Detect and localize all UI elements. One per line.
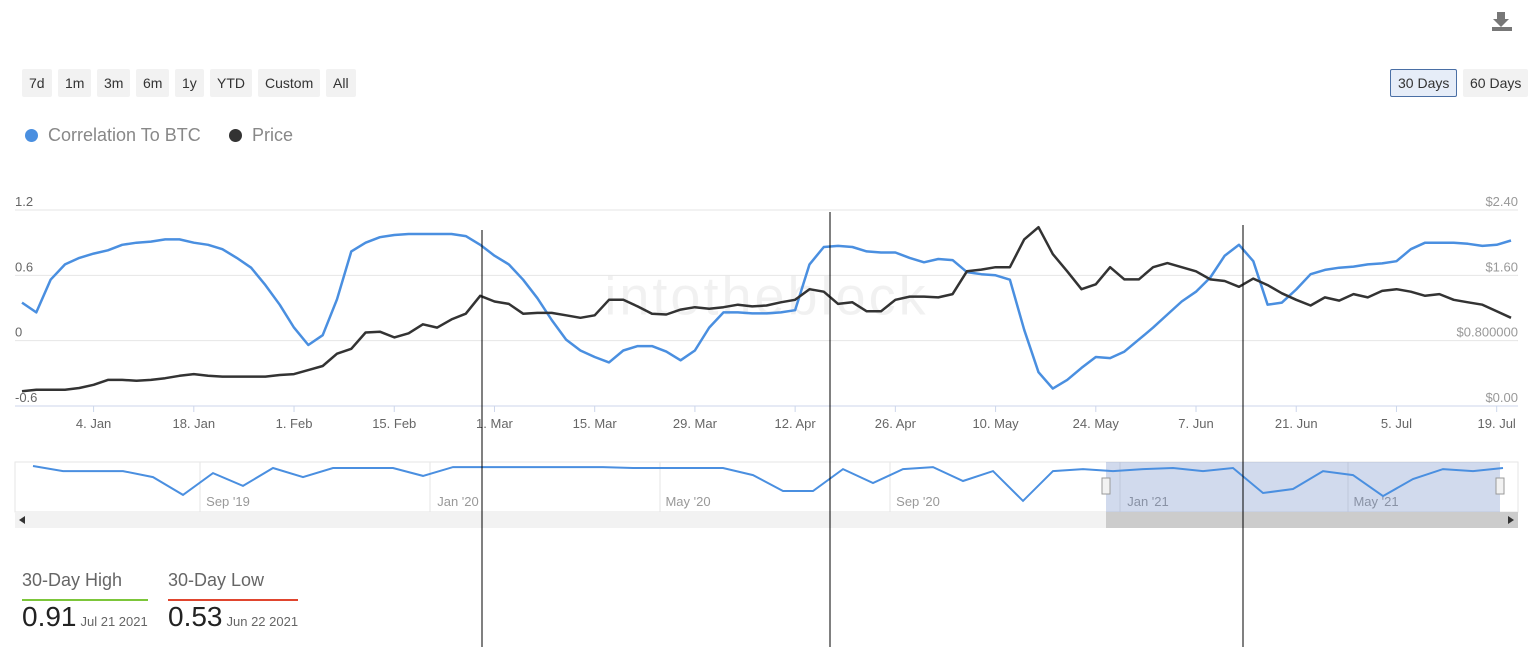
range-button[interactable]: 1m (58, 69, 92, 97)
x-tick-label: 4. Jan (76, 416, 111, 431)
y-tick-label: -0.6 (15, 390, 37, 405)
navigator-selection (1106, 462, 1500, 512)
watermark: intotheblock (604, 266, 928, 326)
stat-date: Jun 22 2021 (226, 614, 299, 629)
range-button[interactable]: 3m (97, 69, 131, 97)
download-icon-part (1493, 19, 1509, 27)
y2-tick-label: $2.40 (1485, 194, 1518, 209)
navigator-label: Jan '21 (1127, 494, 1169, 509)
x-tick-label: 21. Jun (1275, 416, 1318, 431)
download-icon-part (1497, 12, 1505, 20)
y-tick-label: 0 (15, 325, 22, 340)
download-icon[interactable] (1492, 12, 1512, 31)
period-button[interactable]: 30 Days (1390, 69, 1458, 97)
navigator-label: Sep '20 (896, 494, 940, 509)
y2-tick-label: $0.800000 (1457, 325, 1518, 340)
navigator-label: May '20 (665, 494, 710, 509)
period-button[interactable]: 60 Days (1463, 69, 1529, 97)
range-button[interactable]: 7d (22, 69, 52, 97)
legend-label: Price (252, 125, 294, 145)
navigator-label: May '21 (1353, 494, 1398, 509)
x-tick-label: 19. Jul (1478, 416, 1516, 431)
stat-value: 0.53 (168, 601, 223, 632)
range-button[interactable]: All (326, 69, 356, 97)
x-tick-label: 18. Jan (172, 416, 215, 431)
download-icon-part (1492, 27, 1512, 31)
navigator-label: Jan '20 (437, 494, 479, 509)
y2-tick-label: $1.60 (1485, 259, 1518, 274)
stat-label: 30-Day High (22, 570, 148, 601)
stat-date: Jul 21 2021 (80, 614, 148, 629)
legend-marker (25, 129, 38, 142)
y2-tick-label: $0.00 (1485, 390, 1518, 405)
x-tick-label: 12. Apr (775, 416, 817, 431)
navigator-handle[interactable] (1495, 477, 1505, 495)
legend-marker (229, 129, 242, 142)
navigator-handle[interactable] (1101, 477, 1111, 495)
range-button[interactable]: Custom (258, 69, 321, 97)
legend-item[interactable]: Price (229, 125, 293, 146)
x-tick-label: 1. Mar (476, 416, 514, 431)
series-line (21, 232, 1512, 390)
y-tick-label: 0.6 (15, 259, 33, 274)
y-tick-label: 1.2 (15, 194, 33, 209)
stat-block: 30-Day Low 0.53 Jun 22 2021 (168, 570, 298, 633)
range-button[interactable]: 6m (136, 69, 170, 97)
x-tick-label: 29. Mar (673, 416, 718, 431)
navigator-label: Sep '19 (206, 494, 250, 509)
x-tick-label: 15. Mar (573, 416, 618, 431)
series-line (21, 225, 1512, 393)
scrollbar-arrow[interactable] (19, 516, 25, 524)
scrollbar-thumb[interactable] (1106, 512, 1518, 528)
x-tick-label: 1. Feb (276, 416, 313, 431)
navigator-line (32, 465, 1504, 503)
stat-value: 0.91 (22, 601, 77, 632)
x-tick-label: 5. Jul (1381, 416, 1412, 431)
stat-block: 30-Day High 0.91 Jul 21 2021 (22, 570, 148, 633)
scrollbar-arrow[interactable] (1508, 516, 1514, 524)
x-tick-label: 7. Jun (1178, 416, 1213, 431)
range-button[interactable]: 1y (175, 69, 204, 97)
stat-label: 30-Day Low (168, 570, 298, 601)
x-tick-label: 24. May (1073, 416, 1120, 431)
range-button[interactable]: YTD (210, 69, 252, 97)
x-tick-label: 26. Apr (875, 416, 917, 431)
x-tick-label: 10. May (972, 416, 1019, 431)
x-tick-label: 15. Feb (372, 416, 416, 431)
legend-label: Correlation To BTC (48, 125, 201, 145)
legend-item[interactable]: Correlation To BTC (25, 125, 201, 146)
navigator-frame (14, 461, 1519, 513)
